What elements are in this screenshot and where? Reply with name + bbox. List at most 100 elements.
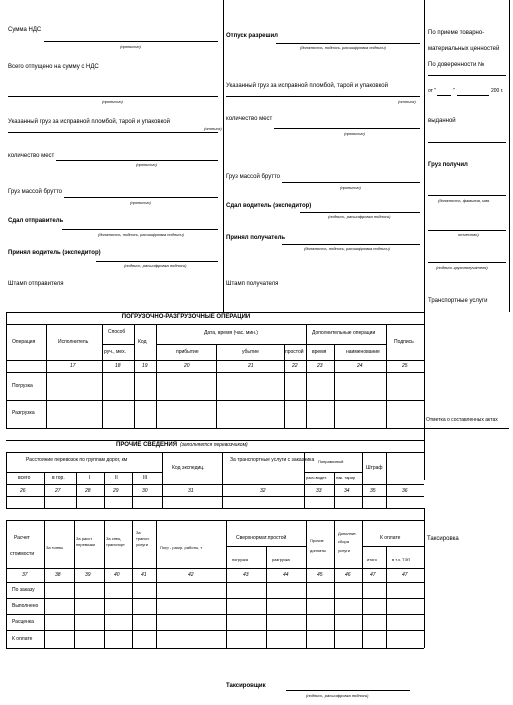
- line: [44, 41, 218, 42]
- grid: [104, 520, 105, 648]
- caption: (подпись, расшифровка подписи): [306, 693, 369, 698]
- calc-bottom-border: [6, 648, 424, 649]
- caption: (подпись грузополучателя): [436, 265, 488, 270]
- gross-mass-2-label: Груз массой брутто: [226, 174, 280, 180]
- grid: [162, 452, 163, 508]
- release-allowed-label: Отпуск разрешил: [226, 33, 278, 39]
- fine-sub1: расч.водит.: [306, 475, 327, 480]
- line: [6, 324, 424, 325]
- grid: [304, 452, 305, 508]
- line: [282, 182, 420, 183]
- col-idle: простой: [285, 349, 304, 355]
- col-num: 30: [142, 488, 148, 494]
- grid: [306, 520, 307, 648]
- col-num: 37: [22, 572, 28, 578]
- col-cost: стоимости: [10, 551, 35, 557]
- accepted-driver-label: Принял водитель (экспедитор): [8, 250, 101, 256]
- grid: [362, 520, 363, 648]
- accepted-receiver-label: Принял получатель: [226, 235, 286, 241]
- col-num: 36: [402, 488, 408, 494]
- line: [424, 428, 509, 429]
- col-num: 25: [402, 363, 408, 369]
- col-num: 43: [243, 572, 249, 578]
- caption: отчество): [458, 232, 479, 237]
- col-transport-svc: За трансп. услуги: [136, 530, 150, 547]
- line: [282, 244, 420, 245]
- grid: [44, 520, 45, 648]
- col-num: 27: [55, 488, 61, 494]
- loading-bottom-border: [6, 428, 424, 429]
- col-unloading-sub: разгрузка: [272, 557, 290, 562]
- cargo-receiver-label: Груз получил: [428, 162, 468, 168]
- col-datetime: Дата, время (час. мин.): [204, 330, 258, 336]
- col-transport-to: За расст перевозки: [76, 536, 95, 548]
- line: [6, 472, 162, 473]
- other-top-border: [6, 440, 424, 441]
- grid: [386, 452, 387, 508]
- gross-mass-label: Груз массой брутто: [8, 189, 62, 195]
- col-num: 29: [113, 488, 119, 494]
- col-num: 26: [20, 488, 26, 494]
- line: [437, 95, 451, 96]
- transport-services-owner: За транспортные услуги с заказчика: [230, 457, 315, 463]
- col-name: наименование: [346, 349, 380, 355]
- line: [6, 630, 424, 631]
- caption: (оттиск): [398, 99, 416, 104]
- col-arrival: прибытие: [176, 349, 199, 355]
- row-done: Выполнено: [12, 603, 39, 609]
- other-subtitle: (заполняется перевозчиком): [180, 442, 248, 448]
- line: [62, 229, 218, 230]
- col-time: время: [312, 349, 327, 355]
- col-num: 17: [70, 363, 76, 369]
- line: [156, 344, 386, 345]
- col-num: 19: [142, 363, 148, 369]
- issued-label: выданной: [428, 118, 456, 124]
- caption: (должность, подпись, расшифровка подписи…: [304, 246, 390, 251]
- col-operation: Операция: [12, 339, 36, 345]
- grid: [334, 520, 335, 648]
- line: [6, 582, 424, 583]
- distance-g2: II: [115, 475, 118, 481]
- distance-total: всего: [18, 475, 31, 481]
- grid: [44, 472, 45, 508]
- col-num: 47: [370, 572, 376, 578]
- col-to-pay: К оплате: [380, 535, 401, 541]
- col-num: 28: [85, 488, 91, 494]
- line: [6, 496, 424, 497]
- col3-proxy-label: По доверенности №: [428, 62, 485, 68]
- col3-line2: материальных ценностей: [428, 46, 500, 52]
- top-divider-2: [424, 0, 425, 480]
- date-from: от ": [428, 88, 437, 94]
- grid: [334, 344, 335, 428]
- grid: [134, 324, 135, 428]
- col-num: 18: [115, 363, 121, 369]
- line: [276, 43, 420, 44]
- grid: [104, 472, 105, 508]
- line: [457, 95, 489, 96]
- grid: [362, 452, 363, 508]
- cargo-sealed-2-label: Указанный груз за исправной пломбой, тар…: [226, 83, 388, 89]
- line: [274, 128, 420, 129]
- line: [6, 568, 424, 569]
- handed-driver-label: Сдал водитель (экспедитор): [226, 203, 312, 209]
- top-divider-1: [223, 0, 224, 312]
- grid: [132, 472, 133, 508]
- line: [6, 400, 424, 401]
- col-extra-ops: Дополнительные операции: [312, 330, 376, 336]
- grid: [156, 324, 157, 428]
- total-released-label: Всего отпущено на сумму с НДС: [8, 64, 99, 70]
- grid: [226, 520, 227, 648]
- row-loading: Погрузка: [12, 383, 33, 389]
- grid: [306, 324, 307, 428]
- col-num: 22: [292, 363, 298, 369]
- col-special: За спец транспорт: [106, 536, 125, 548]
- col-num: 45: [317, 572, 323, 578]
- row-to-pay: К оплате: [12, 636, 33, 642]
- col-num: 40: [114, 572, 120, 578]
- other-bottom-border: [6, 508, 424, 509]
- col-prochie: Прочие доплаты: [310, 538, 326, 554]
- col-executor: Исполнитель: [58, 339, 89, 345]
- cargo-sealed-label: Указанный груз за исправной пломбой, тар…: [8, 119, 170, 125]
- col-num: 35: [370, 488, 376, 494]
